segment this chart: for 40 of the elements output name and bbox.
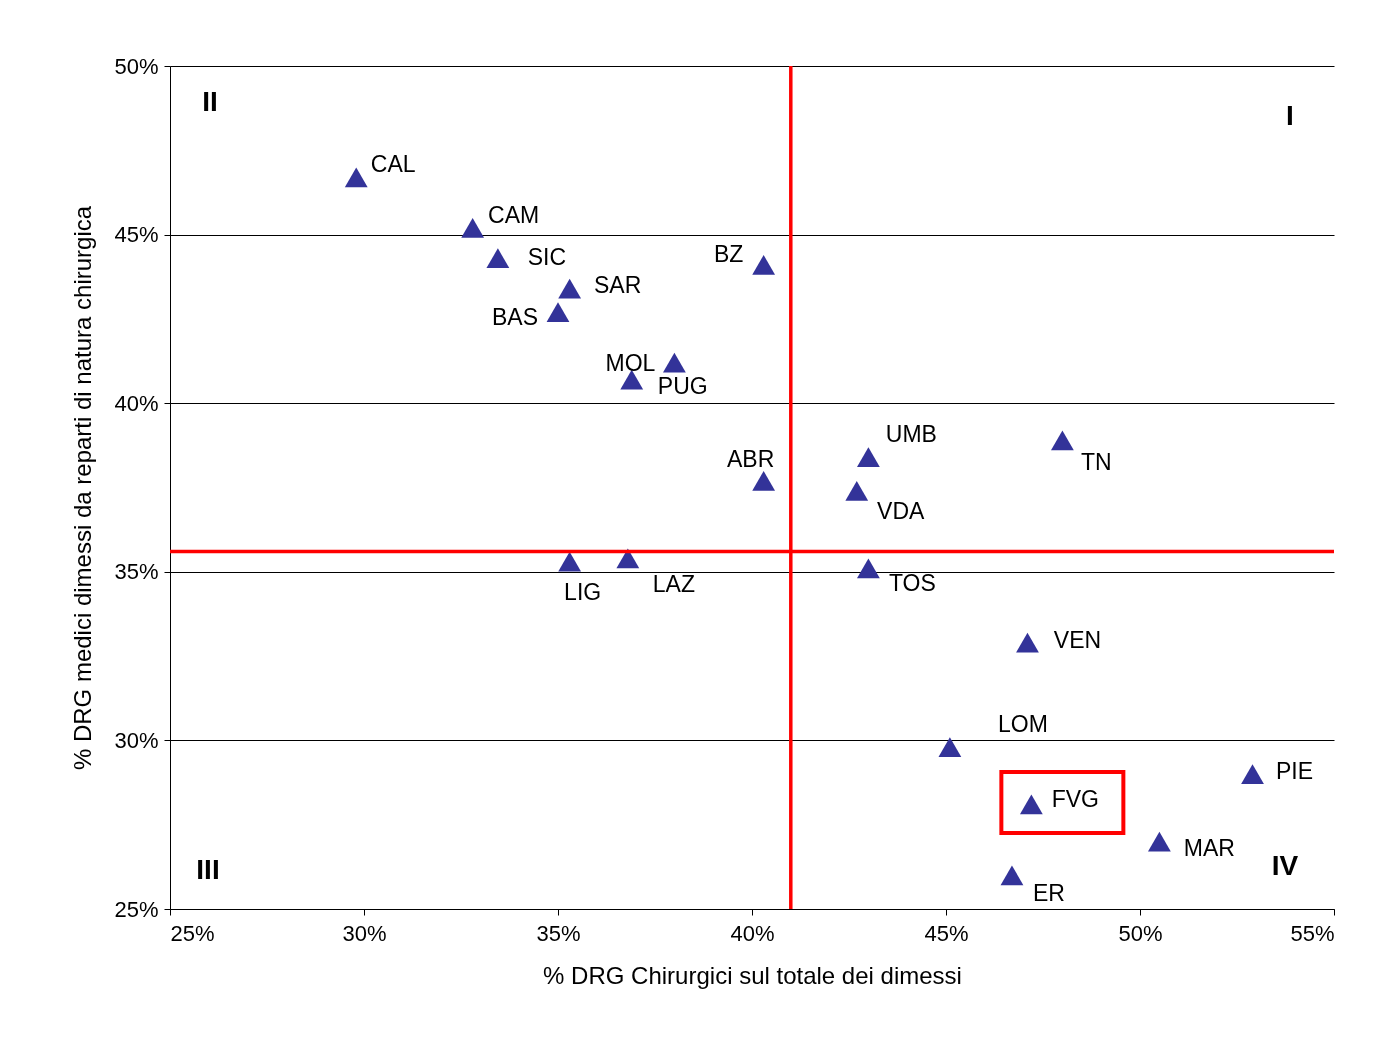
data-label: LAZ [652, 571, 695, 598]
x-tick-label: 25% [170, 920, 215, 946]
data-label: TN [1081, 449, 1112, 476]
data-label: LIG [564, 578, 602, 605]
x-tick-label: 50% [1118, 920, 1163, 946]
y-tick-label: 40% [114, 390, 159, 416]
annotation: I [1286, 100, 1294, 131]
y-tick-label: 45% [114, 222, 159, 248]
data-label: PIE [1275, 758, 1314, 785]
y-tick-label: 50% [114, 53, 159, 79]
x-axis-title: % DRG Chirurgici sul totale dei dimessi [543, 961, 962, 989]
data-label: CAL [370, 151, 416, 178]
data-label: TOS [888, 570, 936, 597]
data-label: MAR [1183, 834, 1235, 861]
x-tick-label: 30% [342, 920, 387, 946]
y-axis-title: % DRG medici dimessi da reparti di natura chirurgica [69, 205, 97, 771]
annotation: II [202, 86, 218, 117]
x-tick-label: 35% [536, 920, 581, 946]
data-label: BZ [713, 240, 744, 267]
data-label: VDA [877, 497, 926, 524]
data-label: ABR [726, 445, 775, 472]
x-tick-label: 40% [730, 920, 775, 946]
data-label: SIC [527, 244, 567, 271]
annotation: III [196, 854, 220, 885]
data-label: UMB [885, 421, 937, 448]
y-tick-label: 30% [114, 727, 159, 753]
data-label: CAM [488, 201, 540, 228]
y-tick-label: 25% [114, 896, 159, 922]
data-label: ER [1032, 880, 1065, 907]
data-label: MOL [605, 349, 656, 376]
annotation: IV [1271, 850, 1299, 881]
data-label: LOM [997, 711, 1048, 738]
data-label: SAR [593, 271, 642, 298]
data-label: FVG [1051, 786, 1099, 813]
data-label: BAS [491, 304, 539, 331]
y-tick-label: 35% [114, 559, 159, 585]
x-tick-label: 55% [1290, 920, 1335, 946]
x-tick-label: 45% [924, 920, 969, 946]
data-label: PUG [657, 372, 708, 399]
data-label: VEN [1053, 626, 1102, 653]
